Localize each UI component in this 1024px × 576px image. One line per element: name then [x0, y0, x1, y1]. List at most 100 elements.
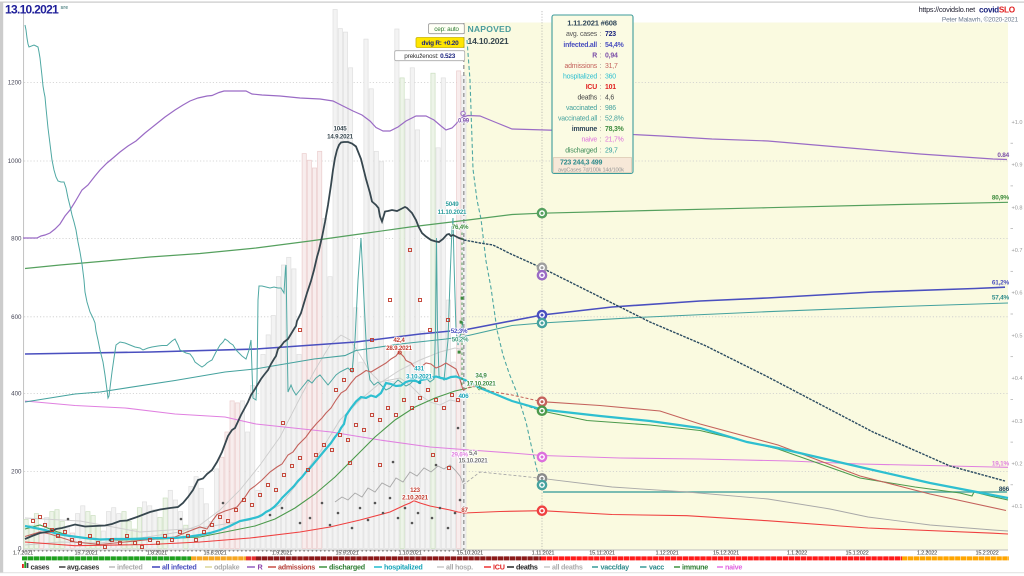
svg-text::: : — [600, 42, 602, 49]
svg-text:57,4%: 57,4% — [992, 295, 1010, 302]
svg-text:15.8.2021: 15.8.2021 — [203, 551, 226, 557]
svg-text:28.9.2021: 28.9.2021 — [386, 345, 412, 352]
svg-text:deaths: deaths — [516, 563, 538, 572]
svg-text:dvig R: +0.20: dvig R: +0.20 — [421, 40, 459, 47]
svg-text:11.10.2021: 11.10.2021 — [438, 209, 467, 216]
svg-text:50,2%: 50,2% — [452, 337, 469, 344]
svg-text:hospitalized: hospitalized — [384, 563, 423, 572]
svg-text:naive: naive — [582, 137, 598, 144]
svg-text:13.10.2021: 13.10.2021 — [5, 3, 59, 17]
svg-text:discharged: discharged — [565, 147, 597, 154]
svg-text:15.2.2022: 15.2.2022 — [975, 551, 998, 557]
svg-text:discharged: discharged — [329, 563, 365, 572]
svg-text:admissions: admissions — [278, 563, 315, 572]
svg-text:1.11.2021: 1.11.2021 — [532, 551, 555, 557]
svg-text:https://covidslo.net: https://covidslo.net — [919, 5, 976, 14]
svg-text:infected.all: infected.all — [563, 42, 597, 49]
svg-text:cases: cases — [31, 563, 50, 572]
svg-text:80,9%: 80,9% — [992, 195, 1010, 202]
svg-text:360: 360 — [605, 73, 616, 80]
svg-text:723: 723 — [605, 31, 616, 38]
svg-text:21,7%: 21,7% — [605, 137, 624, 144]
svg-text:123: 123 — [410, 487, 420, 494]
svg-text:admissions: admissions — [565, 63, 598, 70]
svg-text:1.1.2022: 1.1.2022 — [787, 551, 807, 557]
svg-text:0,94: 0,94 — [605, 52, 618, 59]
svg-text:4,6: 4,6 — [605, 95, 614, 102]
svg-text:hospitalized: hospitalized — [563, 73, 597, 80]
svg-text:723 244,3 499: 723 244,3 499 — [560, 160, 602, 167]
svg-text:1.12.2021: 1.12.2021 — [655, 551, 678, 557]
svg-text:+0.7: +0.7 — [1012, 248, 1023, 254]
svg-text::: : — [600, 126, 602, 133]
svg-text:34,9: 34,9 — [475, 373, 487, 380]
svg-text:406: 406 — [458, 393, 469, 400]
svg-text:0.84: 0.84 — [997, 152, 1009, 159]
svg-text:14.9.2021: 14.9.2021 — [327, 134, 353, 141]
svg-text::: : — [600, 31, 602, 38]
svg-text:87: 87 — [461, 507, 468, 514]
svg-text::: : — [600, 147, 602, 154]
svg-text:+0.3: +0.3 — [1012, 419, 1023, 425]
svg-text:1000: 1000 — [8, 158, 22, 165]
svg-text:odplake: odplake — [214, 563, 240, 572]
svg-text:29,6%: 29,6% — [451, 452, 468, 459]
svg-text:200: 200 — [11, 469, 22, 476]
svg-text:52,8%: 52,8% — [605, 116, 624, 123]
svg-text:+1.0: +1.0 — [1012, 120, 1023, 126]
svg-text:ICU: ICU — [493, 563, 505, 572]
svg-text:76,4%: 76,4% — [452, 224, 469, 231]
svg-text:5049: 5049 — [446, 201, 460, 208]
svg-text:immune: immune — [572, 126, 598, 133]
svg-text:1.2.2022: 1.2.2022 — [917, 551, 937, 557]
svg-text:1045: 1045 — [334, 126, 348, 133]
svg-text::: : — [600, 95, 602, 102]
svg-text:Peter Malavrh, ©2020-2021: Peter Malavrh, ©2020-2021 — [942, 16, 1019, 24]
svg-text:1.11.2021 #608: 1.11.2021 #608 — [567, 19, 617, 28]
svg-text:1200: 1200 — [8, 80, 22, 87]
svg-text:+0.4: +0.4 — [1012, 376, 1023, 382]
svg-text::: : — [600, 52, 602, 59]
svg-text:1.9.2021: 1.9.2021 — [272, 551, 292, 557]
svg-text:1.7.2021: 1.7.2021 — [13, 551, 33, 557]
svg-text:+0.9: +0.9 — [1012, 163, 1023, 169]
svg-text:431: 431 — [414, 366, 424, 373]
svg-text::: : — [600, 137, 602, 144]
svg-text:2.10.2021: 2.10.2021 — [402, 495, 428, 502]
svg-text:+0.2: +0.2 — [1012, 462, 1023, 468]
svg-text:ICU: ICU — [586, 84, 597, 91]
svg-text:0.99: 0.99 — [458, 119, 470, 125]
svg-text:54,4%: 54,4% — [605, 42, 624, 49]
svg-text:31,7: 31,7 — [605, 63, 618, 70]
svg-text:15.9.2021: 15.9.2021 — [335, 551, 358, 557]
svg-text::: : — [600, 63, 602, 70]
svg-text:15.10.2021: 15.10.2021 — [457, 551, 483, 557]
svg-text:+0.6: +0.6 — [1012, 291, 1023, 297]
svg-text:15.1.2022: 15.1.2022 — [845, 551, 868, 557]
svg-text:vaccinated: vaccinated — [566, 105, 597, 112]
svg-text:covidSLO: covidSLO — [979, 6, 1016, 15]
svg-text:all hosp.: all hosp. — [446, 563, 473, 572]
svg-text:101: 101 — [605, 84, 616, 91]
svg-text:deaths: deaths — [578, 95, 598, 102]
svg-text::: : — [600, 105, 602, 112]
svg-text:15.11.2021: 15.11.2021 — [589, 551, 615, 557]
svg-text::: : — [600, 116, 602, 123]
svg-text:5,4: 5,4 — [469, 450, 478, 457]
svg-text:866: 866 — [999, 486, 1010, 493]
svg-text:3.10.2021: 3.10.2021 — [406, 374, 432, 381]
svg-text:400: 400 — [11, 391, 22, 398]
svg-text:986: 986 — [605, 105, 616, 112]
svg-text:15.7.2021: 15.7.2021 — [74, 551, 97, 557]
svg-text:R: R — [592, 52, 597, 59]
svg-text:52,3%: 52,3% — [451, 328, 468, 335]
svg-text::: : — [600, 73, 602, 80]
svg-text:78,3%: 78,3% — [605, 126, 624, 133]
svg-text:0: 0 — [18, 546, 22, 553]
svg-text:17.10.2021: 17.10.2021 — [467, 381, 497, 388]
svg-text:600: 600 — [11, 314, 22, 321]
svg-text:+0.5: +0.5 — [1012, 333, 1023, 339]
svg-text::: : — [600, 84, 602, 91]
svg-text:NAPOVED: NAPOVED — [468, 24, 512, 34]
svg-text:naive: naive — [725, 563, 742, 572]
